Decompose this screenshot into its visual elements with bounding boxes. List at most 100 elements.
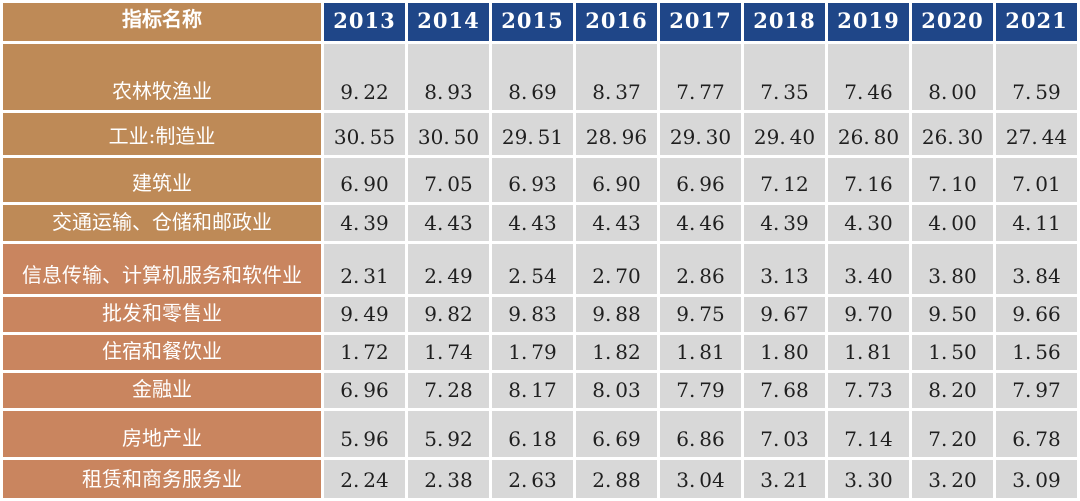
value-cell: 4. 43	[492, 205, 573, 241]
value-cell: 2. 86	[660, 244, 741, 294]
value-cell: 3. 80	[912, 244, 993, 294]
value-cell: 5. 92	[408, 411, 489, 457]
row-label: 交通运输、仓储和邮政业	[3, 205, 321, 241]
value-cell: 26. 80	[828, 113, 909, 155]
year-header: 2014	[408, 3, 489, 41]
value-cell: 9. 88	[576, 297, 657, 332]
row-label: 信息传输、计算机服务和软件业	[3, 244, 321, 294]
value-cell: 7. 01	[996, 158, 1077, 202]
value-cell: 1. 81	[660, 335, 741, 370]
value-cell: 7. 73	[828, 373, 909, 408]
value-cell: 7. 16	[828, 158, 909, 202]
value-cell: 8. 37	[576, 44, 657, 110]
table-row: 金融业 6. 96 7. 28 8. 17 8. 03 7. 79 7. 68 7. 73 8.…	[3, 373, 1077, 408]
value-cell: 29. 30	[660, 113, 741, 155]
row-label: 工业:制造业	[3, 113, 321, 155]
value-cell: 8. 69	[492, 44, 573, 110]
row-label: 房地产业	[3, 411, 321, 457]
value-cell: 1. 56	[996, 335, 1077, 370]
value-cell: 3. 21	[744, 460, 825, 498]
year-header: 2017	[660, 3, 741, 41]
row-label: 金融业	[3, 373, 321, 408]
table-row: 农林牧渔业 9. 22 8. 93 8. 69 8. 37 7. 77 7. 35 7. 46…	[3, 44, 1077, 110]
value-cell: 8. 17	[492, 373, 573, 408]
value-cell: 7. 03	[744, 411, 825, 457]
value-cell: 2. 38	[408, 460, 489, 498]
value-cell: 3. 84	[996, 244, 1077, 294]
year-header: 2021	[996, 3, 1077, 41]
value-cell: 4. 39	[744, 205, 825, 241]
value-cell: 2. 54	[492, 244, 573, 294]
value-cell: 7. 35	[744, 44, 825, 110]
table-row: 信息传输、计算机服务和软件业 2. 31 2. 49 2. 54 2. 70 2. 86 3…	[3, 244, 1077, 294]
header-row: 指标名称 2013 2014 2015 2016 2017 2018 2019 2020 202…	[3, 3, 1077, 41]
value-cell: 8. 20	[912, 373, 993, 408]
row-label: 建筑业	[3, 158, 321, 202]
value-cell: 9. 66	[996, 297, 1077, 332]
value-cell: 6. 86	[660, 411, 741, 457]
value-cell: 2. 63	[492, 460, 573, 498]
year-header: 2018	[744, 3, 825, 41]
value-cell: 4. 30	[828, 205, 909, 241]
table-row: 批发和零售业 9. 49 9. 82 9. 83 9. 88 9. 75 9. 67 9. 7…	[3, 297, 1077, 332]
row-label: 农林牧渔业	[3, 44, 321, 110]
value-cell: 7. 46	[828, 44, 909, 110]
value-cell: 8. 03	[576, 373, 657, 408]
table-header: 指标名称 2013 2014 2015 2016 2017 2018 2019 2020 202…	[3, 3, 1077, 41]
table-body: 农林牧渔业 9. 22 8. 93 8. 69 8. 37 7. 77 7. 35 7. 46…	[3, 44, 1077, 498]
value-cell: 9. 75	[660, 297, 741, 332]
value-cell: 6. 96	[324, 373, 405, 408]
value-cell: 30. 55	[324, 113, 405, 155]
value-cell: 1. 72	[324, 335, 405, 370]
year-header: 2016	[576, 3, 657, 41]
value-cell: 9. 67	[744, 297, 825, 332]
value-cell: 7. 20	[912, 411, 993, 457]
value-cell: 3. 30	[828, 460, 909, 498]
value-cell: 2. 49	[408, 244, 489, 294]
table-row: 建筑业 6. 90 7. 05 6. 93 6. 90 6. 96 7. 12 7. 16 7.…	[3, 158, 1077, 202]
value-cell: 6. 93	[492, 158, 573, 202]
value-cell: 1. 81	[828, 335, 909, 370]
value-cell: 7. 28	[408, 373, 489, 408]
value-cell: 4. 43	[408, 205, 489, 241]
value-cell: 4. 39	[324, 205, 405, 241]
table-row: 工业:制造业 30. 55 30. 50 29. 51 28. 96 29. 30 29. …	[3, 113, 1077, 155]
value-cell: 4. 11	[996, 205, 1077, 241]
value-cell: 1. 74	[408, 335, 489, 370]
year-header: 2015	[492, 3, 573, 41]
value-cell: 7. 79	[660, 373, 741, 408]
value-cell: 30. 50	[408, 113, 489, 155]
year-header: 2019	[828, 3, 909, 41]
value-cell: 9. 82	[408, 297, 489, 332]
value-cell: 6. 96	[660, 158, 741, 202]
table-row: 住宿和餐饮业 1. 72 1. 74 1. 79 1. 82 1. 81 1. 80 1. 8…	[3, 335, 1077, 370]
value-cell: 27. 44	[996, 113, 1077, 155]
value-cell: 7. 68	[744, 373, 825, 408]
value-cell: 6. 90	[324, 158, 405, 202]
table-row: 交通运输、仓储和邮政业 4. 39 4. 43 4. 43 4. 43 4. 46 4. 3…	[3, 205, 1077, 241]
row-label: 住宿和餐饮业	[3, 335, 321, 370]
value-cell: 1. 80	[744, 335, 825, 370]
value-cell: 28. 96	[576, 113, 657, 155]
value-cell: 9. 83	[492, 297, 573, 332]
row-label: 批发和零售业	[3, 297, 321, 332]
value-cell: 7. 14	[828, 411, 909, 457]
value-cell: 29. 40	[744, 113, 825, 155]
value-cell: 4. 43	[576, 205, 657, 241]
value-cell: 9. 70	[828, 297, 909, 332]
value-cell: 6. 90	[576, 158, 657, 202]
value-cell: 8. 00	[912, 44, 993, 110]
year-header: 2013	[324, 3, 405, 41]
value-cell: 6. 69	[576, 411, 657, 457]
table-row: 租赁和商务服务业 2. 24 2. 38 2. 63 2. 88 3. 04 3. 21 3.…	[3, 460, 1077, 498]
value-cell: 2. 24	[324, 460, 405, 498]
value-cell: 2. 88	[576, 460, 657, 498]
value-cell: 3. 09	[996, 460, 1077, 498]
value-cell: 1. 82	[576, 335, 657, 370]
value-cell: 6. 78	[996, 411, 1077, 457]
value-cell: 7. 97	[996, 373, 1077, 408]
value-cell: 4. 46	[660, 205, 741, 241]
value-cell: 3. 04	[660, 460, 741, 498]
value-cell: 6. 18	[492, 411, 573, 457]
